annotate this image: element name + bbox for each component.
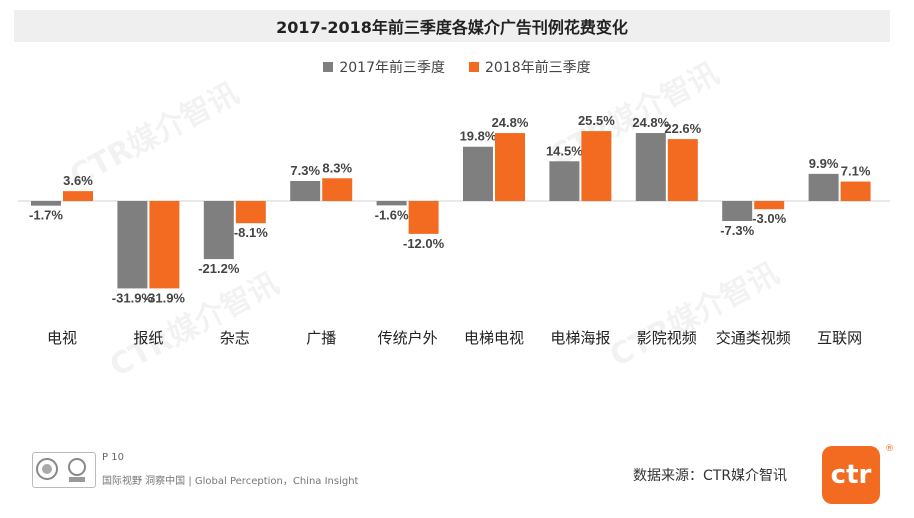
data-label: 3.6% (63, 173, 93, 188)
category-label: 传统户外 (378, 329, 438, 347)
data-label: 7.1% (841, 164, 871, 179)
data-label: -1.6% (375, 207, 409, 222)
category-label: 电梯海报 (550, 329, 610, 347)
bar-2018 (149, 201, 180, 289)
bar-2018 (754, 201, 785, 210)
bar-2017 (376, 201, 407, 206)
bar-2018 (840, 181, 871, 201)
data-label: -3.0% (752, 211, 786, 226)
bar-2018 (322, 178, 353, 201)
data-label: -21.2% (198, 261, 240, 276)
data-label: -12.0% (403, 236, 445, 251)
data-source: 数据来源：CTR媒介智讯 (633, 468, 788, 484)
data-label: 7.3% (290, 163, 320, 178)
category-label: 互联网 (817, 329, 862, 347)
data-label: -31.9% (112, 290, 154, 305)
data-label: -7.3% (720, 223, 754, 238)
bar-2017 (117, 201, 148, 289)
data-label: 14.5% (546, 143, 583, 158)
data-label: 19.8% (460, 129, 497, 144)
bar-2018 (495, 133, 525, 201)
data-label: -1.7% (29, 208, 63, 223)
registered-mark: ® (885, 444, 894, 454)
data-label: 9.9% (809, 156, 839, 171)
bar-2018 (581, 131, 612, 201)
data-label: -8.1% (234, 225, 268, 240)
data-label: -31.9% (144, 290, 186, 305)
chart-title: 2017-2018年前三季度各媒介广告刊例花费变化 (14, 10, 890, 42)
data-label: 22.6% (664, 121, 701, 136)
data-label: 24.8% (492, 115, 529, 130)
legend-swatch-2017 (323, 62, 334, 72)
bar-2018 (667, 139, 698, 201)
category-label: 电梯电视 (464, 329, 524, 347)
page-number: P 10 (102, 452, 124, 463)
bar-2018 (63, 191, 93, 201)
ctr-logo: ctr (822, 446, 880, 504)
bar-2017 (203, 201, 234, 260)
bar-2017 (31, 201, 61, 206)
bar-2017 (463, 146, 493, 201)
legend-item-2018: 2018年前三季度 (469, 56, 591, 78)
bar-2017 (549, 161, 580, 201)
legend-label-2018: 2018年前三季度 (485, 60, 591, 76)
bar-2017 (808, 173, 839, 201)
data-label: 25.5% (578, 113, 615, 128)
bar-2018 (235, 201, 266, 224)
bar-2017 (635, 133, 666, 201)
legend: 2017年前三季度 2018年前三季度 (0, 56, 914, 78)
bar-2017 (722, 201, 753, 222)
category-label: 电视 (47, 329, 77, 347)
category-label: 广播 (306, 329, 336, 347)
category-label: 影院视频 (637, 329, 697, 347)
footer-slogan: 国际视野 洞察中国 | Global Perception，China Insi… (102, 476, 359, 487)
legend-swatch-2018 (469, 62, 479, 72)
category-label: 报纸 (133, 329, 163, 347)
data-label: 8.3% (322, 160, 352, 175)
certification-logo (32, 452, 96, 488)
bar-2017 (290, 180, 321, 201)
legend-label-2017: 2017年前三季度 (339, 60, 445, 76)
data-label: 24.8% (632, 115, 669, 130)
category-label: 杂志 (220, 329, 250, 347)
legend-item-2017: 2017年前三季度 (323, 56, 445, 78)
category-label: 交通类视频 (716, 329, 791, 347)
bar-2018 (408, 201, 439, 234)
